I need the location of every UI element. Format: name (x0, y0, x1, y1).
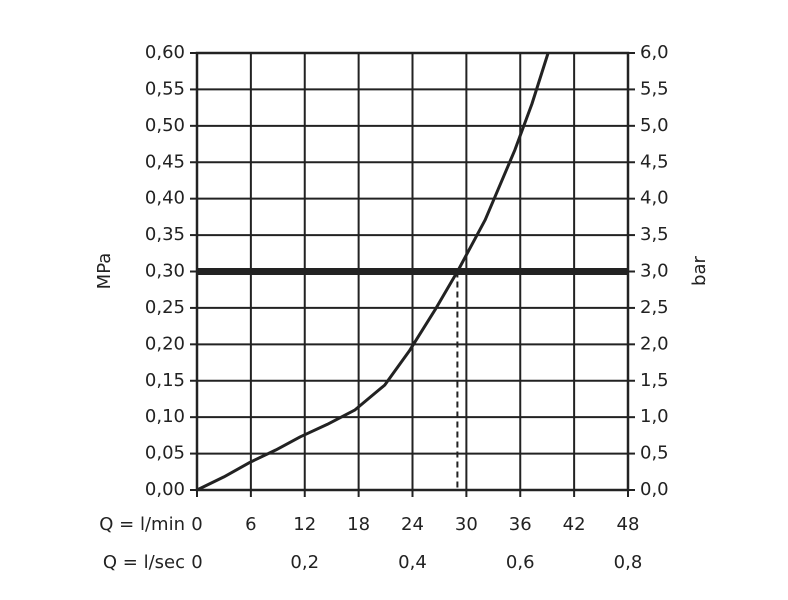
x-tick-label: 24 (401, 514, 424, 535)
y-tick-label: 0,25 (145, 297, 185, 318)
y-tick-label: 0,20 (145, 333, 185, 354)
x-tick-label: 6 (245, 514, 256, 535)
x-tick-label: 36 (509, 514, 532, 535)
y2-tick-label: 4,5 (640, 151, 669, 172)
y2-tick-label: 1,0 (640, 406, 669, 427)
x-tick-label: 0 (191, 514, 202, 535)
y-tick-label: 0,55 (145, 78, 185, 99)
y2-tick-label: 2,5 (640, 297, 669, 318)
x-tick-label: 30 (455, 514, 478, 535)
x-tick-label: 42 (563, 514, 586, 535)
y-tick-label: 0,35 (145, 224, 185, 245)
y2-tick-label: 0,5 (640, 443, 669, 464)
x2-tick-label: 0,2 (290, 552, 319, 573)
x2-tick-label: 0 (191, 552, 202, 573)
x2-axis-label: Q = l/sec (103, 552, 185, 573)
x-tick-label: 48 (617, 514, 640, 535)
y2-axis-label: bar (689, 255, 710, 285)
y-axis-label: MPa (94, 253, 115, 290)
y-tick-label: 0,50 (145, 115, 185, 136)
y2-tick-label: 5,0 (640, 115, 669, 136)
y-tick-label: 0,10 (145, 406, 185, 427)
y2-tick-label: 6,0 (640, 42, 669, 63)
y-tick-label: 0,40 (145, 188, 185, 209)
y-tick-label: 0,05 (145, 443, 185, 464)
y-tick-label: 0,30 (145, 261, 185, 282)
x2-tick-label: 0,4 (398, 552, 427, 573)
x2-tick-label: 0,8 (614, 552, 643, 573)
y-tick-label: 0,60 (145, 42, 185, 63)
y-tick-label: 0,15 (145, 370, 185, 391)
y2-tick-label: 1,5 (640, 370, 669, 391)
y-tick-label: 0,45 (145, 151, 185, 172)
y2-tick-label: 5,5 (640, 78, 669, 99)
curve (196, 52, 550, 492)
x-tick-label: 18 (347, 514, 370, 535)
y2-tick-label: 2,0 (640, 333, 669, 354)
x2-tick-label: 0,6 (506, 552, 535, 573)
y-tick-label: 0,00 (145, 479, 185, 500)
y2-tick-label: 0,0 (640, 479, 669, 500)
x-tick-label: 12 (293, 514, 316, 535)
x-axis-label: Q = l/min (99, 514, 185, 535)
y2-tick-label: 3,5 (640, 224, 669, 245)
y2-tick-label: 3,0 (640, 261, 669, 282)
y2-tick-label: 4,0 (640, 188, 669, 209)
